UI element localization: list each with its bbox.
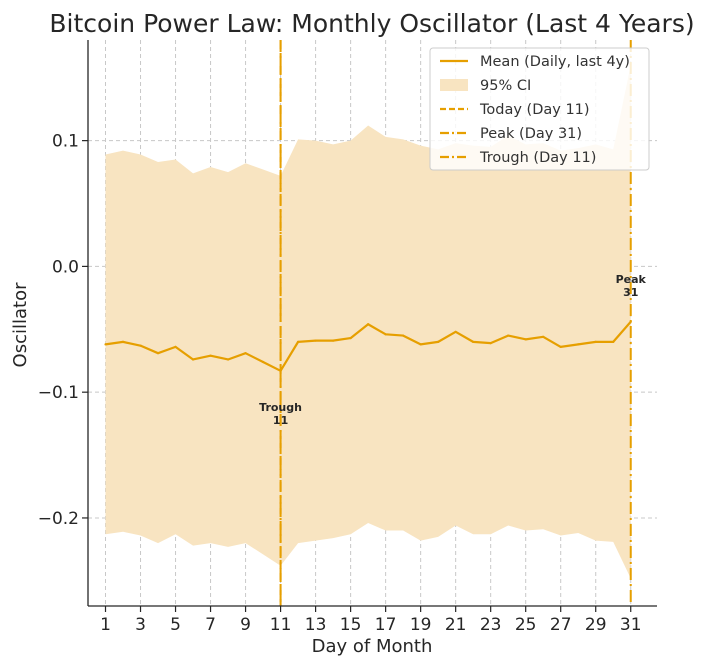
x-tick-label: 21 xyxy=(445,615,467,635)
x-tick-label: 5 xyxy=(170,615,181,635)
mean-point xyxy=(209,354,212,357)
x-tick-label: 27 xyxy=(550,615,572,635)
x-tick-label: 29 xyxy=(585,615,607,635)
legend-box xyxy=(429,47,650,171)
x-tick-label: 25 xyxy=(515,615,537,635)
ci-layer xyxy=(105,65,631,579)
mean-point xyxy=(489,342,492,345)
y-tick-label: 0.0 xyxy=(52,257,79,277)
mean-point xyxy=(384,333,387,336)
annotation-trough-day: 11 xyxy=(273,414,288,427)
mean-point xyxy=(594,340,597,343)
mean-point xyxy=(437,340,440,343)
mean-point xyxy=(419,343,422,346)
mean-point xyxy=(524,338,527,341)
mean-point xyxy=(121,340,125,343)
mean-point xyxy=(279,369,282,372)
x-tick-label: 9 xyxy=(240,615,251,635)
chart-title: Bitcoin Power Law: Monthly Oscillator (L… xyxy=(49,9,694,38)
legend-label-peak-day-31: Peak (Day 31) xyxy=(480,126,582,142)
ci-band xyxy=(105,65,631,579)
x-tick-label: 11 xyxy=(270,615,292,635)
mean-point xyxy=(367,323,370,326)
legend-label-today-day-11: Today (Day 11) xyxy=(479,102,590,118)
mean-point xyxy=(577,343,580,346)
legend-label-mean-daily-last-4y: Mean (Daily, last 4y) xyxy=(480,54,630,70)
series-layer xyxy=(104,320,632,372)
mean-point xyxy=(296,340,300,343)
y-tick-label: −0.2 xyxy=(38,509,79,529)
annotation-peak-label: Peak xyxy=(616,273,647,286)
mean-point xyxy=(314,339,317,342)
mean-point xyxy=(139,344,142,347)
x-tick-label: 19 xyxy=(410,615,432,635)
x-tick-label: 7 xyxy=(205,615,216,635)
y-axis-label: Oscillator xyxy=(10,282,31,368)
mean-point xyxy=(174,345,177,348)
x-tick-label: 13 xyxy=(305,615,327,635)
mean-point xyxy=(104,343,107,346)
x-tick-label: 31 xyxy=(620,615,642,635)
mean-point xyxy=(261,360,265,364)
mean-point xyxy=(244,352,247,355)
y-tick-label: 0.1 xyxy=(52,132,79,152)
x-tick-label: 1 xyxy=(100,615,111,635)
x-tick-label: 3 xyxy=(135,615,146,635)
annotation-trough-label: Trough xyxy=(259,401,302,414)
axes-layer: 1 3 5 7 9 11 13 15 17 19 21 23 25 27 29 310.10.0−0.1−0.… xyxy=(38,40,657,635)
mean-point xyxy=(454,330,457,333)
x-axis-label: Day of Month xyxy=(312,636,433,657)
mean-point xyxy=(612,340,615,343)
legend-label-95-ci: 95% CI xyxy=(480,78,531,94)
legend: Mean (Daily, last 4y) 95% CI Today (Day 11… xyxy=(429,47,650,171)
x-tick-label: 15 xyxy=(340,615,362,635)
legend-swatch-95-ci xyxy=(440,79,468,91)
x-tick-label: 23 xyxy=(480,615,502,635)
mean-point xyxy=(542,335,545,338)
mean-point xyxy=(349,336,352,340)
mean-point xyxy=(402,334,405,337)
mean-point xyxy=(156,352,160,355)
mean-point xyxy=(332,339,335,342)
legend-label-trough-day-11: Trough (Day 11) xyxy=(479,150,596,166)
mean-point xyxy=(472,340,475,343)
mean-point xyxy=(559,345,562,348)
mean-point xyxy=(629,320,632,323)
y-tick-label: −0.1 xyxy=(38,383,79,403)
x-tick-label: 17 xyxy=(375,615,397,635)
mean-point xyxy=(226,358,230,361)
mean-point xyxy=(191,358,195,361)
annotation-peak-day: 31 xyxy=(623,286,638,299)
mean-point xyxy=(507,334,510,337)
